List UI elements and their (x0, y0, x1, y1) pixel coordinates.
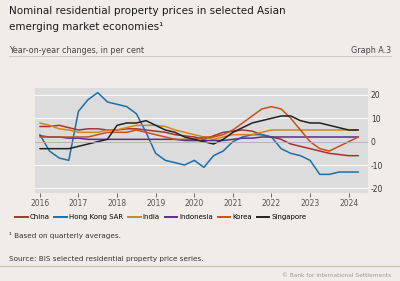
Text: Source: BIS selected residential property price series.: Source: BIS selected residential propert… (9, 256, 203, 262)
Text: emerging market economies¹: emerging market economies¹ (9, 22, 163, 33)
Text: Graph A.3: Graph A.3 (351, 46, 391, 55)
Legend: China, Hong Kong SAR, India, Indonesia, Korea, Singapore: China, Hong Kong SAR, India, Indonesia, … (12, 211, 309, 223)
Text: Nominal residential property prices in selected Asian: Nominal residential property prices in s… (9, 6, 286, 16)
Text: Year-on-year changes, in per cent: Year-on-year changes, in per cent (9, 46, 144, 55)
Text: ¹ Based on quarterly averages.: ¹ Based on quarterly averages. (9, 232, 121, 239)
Text: © Bank for International Settlements: © Bank for International Settlements (282, 273, 391, 278)
